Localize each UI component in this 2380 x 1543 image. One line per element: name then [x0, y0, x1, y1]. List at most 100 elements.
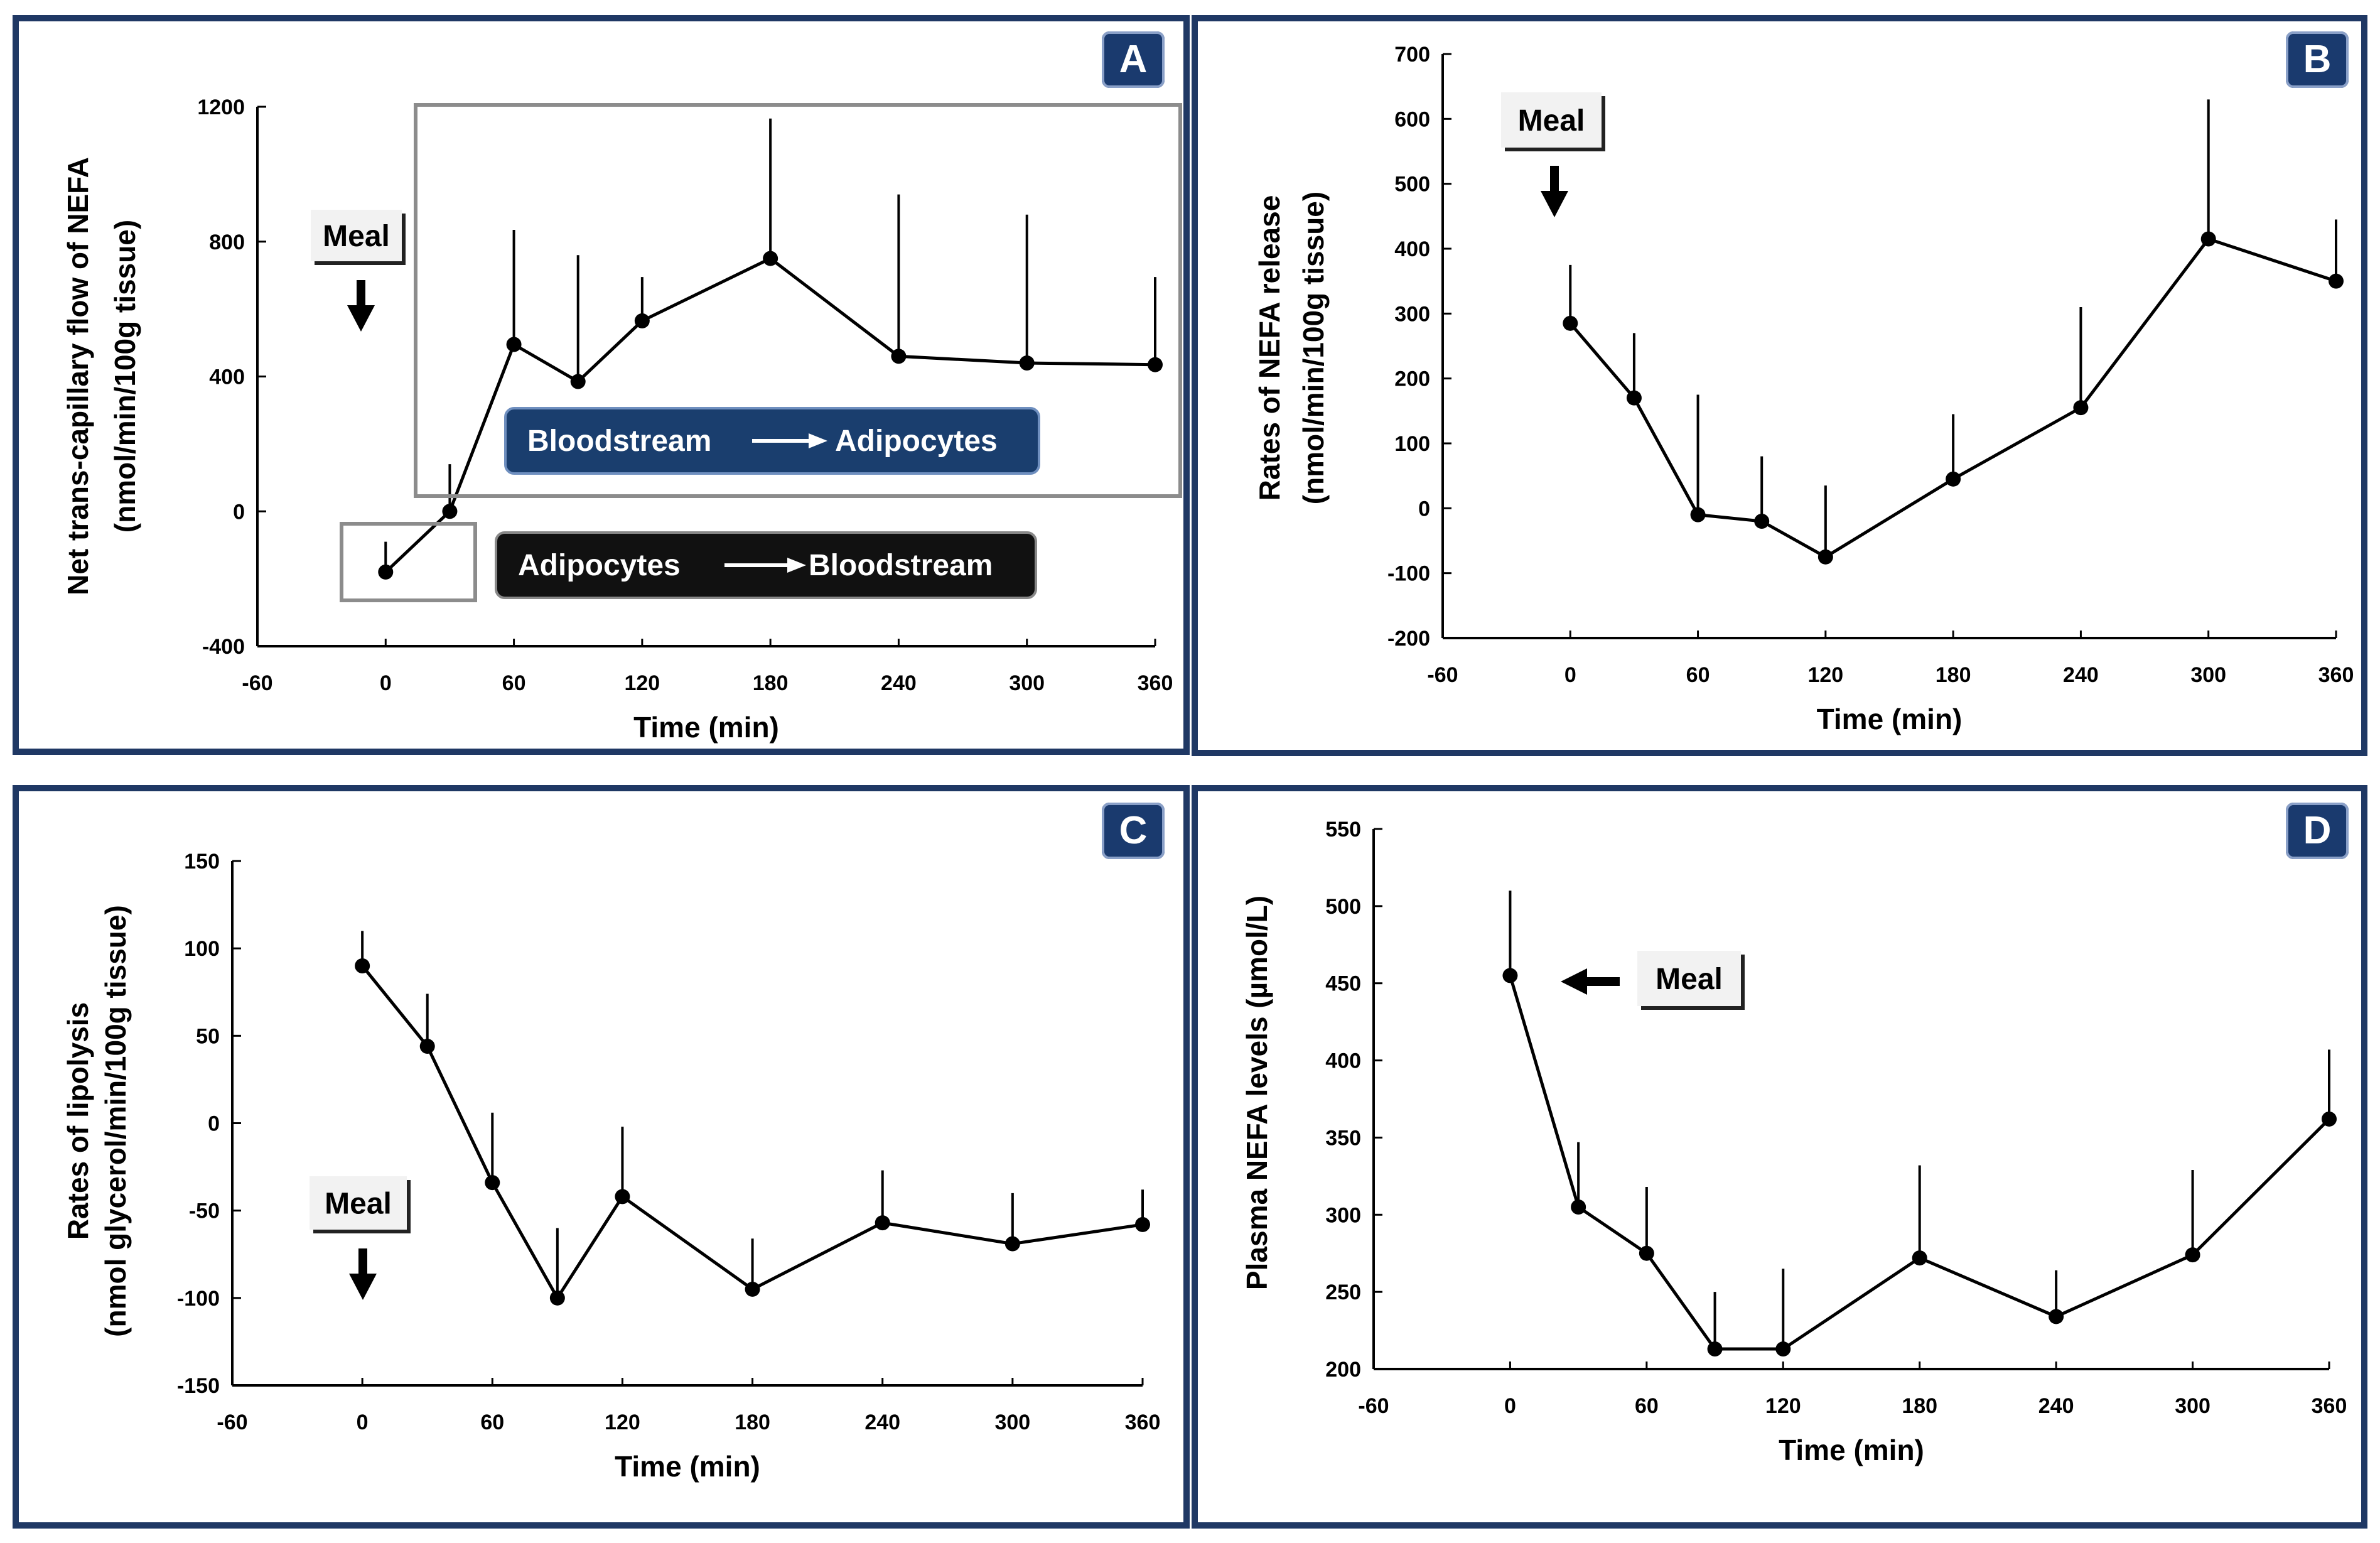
- arrow-down-icon: [349, 1274, 377, 1300]
- x-tick-label-a: 180: [753, 671, 789, 695]
- y-tick-label-b: 700: [1394, 43, 1430, 67]
- y-tick-label-c: -50: [189, 1199, 220, 1223]
- panel-a: -60 0 60 120 180 240 300 360 -400 0 400 800 1200 Time…: [13, 15, 1190, 755]
- y-tick-label-d: 300: [1325, 1203, 1361, 1227]
- panel-label-b: B: [2286, 31, 2349, 88]
- meal-box-a: [311, 210, 402, 261]
- y-axis-title-c: Rates of lipolysis: [62, 1002, 94, 1240]
- meal-label-d: Meal: [1656, 963, 1723, 996]
- data-point-b: [2073, 400, 2089, 416]
- flow-out-of-adipocytes: Adipocytes Bloodstream: [495, 531, 1037, 599]
- y-tick-label-a: 1200: [197, 95, 245, 119]
- chart-d: -60 0 60 120 180 240 300 360 200 250 300 350 400 450 5…: [1241, 818, 2347, 1466]
- x-axis-title-b: Time (min): [1817, 703, 1963, 735]
- flow-into-from: Bloodstream: [527, 425, 711, 458]
- chart-b: -60 0 60 120 180 240 300 360 -200 -100 0 100 200 300 4…: [1253, 43, 2354, 735]
- y-tick-label-b: -200: [1387, 627, 1430, 651]
- meal-annotation-c: Meal: [310, 1176, 411, 1233]
- y-tick-label-a: 800: [209, 230, 245, 254]
- data-point-d: [1775, 1341, 1791, 1357]
- arrow-down-icon: [1541, 191, 1568, 217]
- data-point-a: [1019, 355, 1035, 371]
- flow-into-adipocytes: Bloodstream Adipocytes: [504, 407, 1040, 475]
- y-tick-label-d: 350: [1325, 1126, 1361, 1150]
- flow-out-region: [340, 522, 477, 602]
- panel-label-d: D: [2286, 803, 2349, 859]
- x-tick-label-c: 60: [480, 1410, 504, 1434]
- y-tick-label-d: 250: [1325, 1280, 1361, 1304]
- data-point-b: [1563, 315, 1578, 331]
- x-tick-label-d: 60: [1635, 1394, 1659, 1418]
- y-tick-label-a: -400: [202, 635, 245, 659]
- x-tick-label-c: 120: [605, 1410, 640, 1434]
- data-point-a: [442, 504, 458, 519]
- data-point-c: [1004, 1236, 1020, 1252]
- y-axis-title-a: (nmol/min/100g tissue): [109, 220, 141, 533]
- data-point-c: [549, 1290, 565, 1306]
- x-tick-label-c: -60: [217, 1410, 247, 1434]
- y-axis-title-c: (nmol glycerol/min/100g tissue): [99, 905, 132, 1337]
- flow-into-to: Adipocytes: [835, 425, 998, 458]
- data-point-b: [1626, 390, 1642, 406]
- data-point-a: [506, 337, 522, 352]
- meal-annotation-a: Meal: [311, 210, 406, 265]
- x-tick-label-b: -60: [1427, 663, 1458, 687]
- y-tick-label-b: 400: [1394, 237, 1430, 261]
- series-line-b: [1569, 237, 2337, 559]
- y-tick-label-b: 300: [1394, 302, 1430, 326]
- x-tick-label-b: 360: [2318, 663, 2354, 687]
- x-tick-label-b: 180: [1936, 663, 1971, 687]
- data-point-b: [2329, 273, 2344, 289]
- x-tick-label-a: 0: [380, 671, 392, 695]
- x-tick-label-c: 300: [994, 1410, 1030, 1434]
- meal-box-c: [310, 1176, 407, 1230]
- x-tick-label-b: 120: [1807, 663, 1843, 687]
- data-point-c: [485, 1175, 500, 1191]
- meal-label-a: Meal: [323, 220, 390, 253]
- x-tick-label-a: -60: [242, 671, 272, 695]
- arrow-down-icon: [347, 305, 375, 332]
- x-tick-label-b: 300: [2190, 663, 2226, 687]
- x-tick-label-d: 0: [1504, 1394, 1516, 1418]
- data-point-d: [2322, 1111, 2337, 1127]
- data-point-c: [745, 1281, 760, 1297]
- data-point-c: [1135, 1216, 1150, 1232]
- data-point-d: [2049, 1309, 2064, 1324]
- data-point-a: [634, 313, 650, 328]
- panel-c: -60 0 60 120 180 240 300 360 -150 -100 -50 0 50 100 15…: [13, 785, 1190, 1529]
- data-point-b: [1754, 514, 1770, 529]
- x-tick-label-d: 120: [1765, 1394, 1801, 1418]
- data-point-b: [1817, 549, 1833, 565]
- y-tick-label-d: 550: [1325, 818, 1361, 842]
- x-tick-label-a: 240: [881, 671, 917, 695]
- data-point-a: [570, 374, 586, 389]
- x-tick-label-d: 240: [2038, 1394, 2074, 1418]
- y-tick-label-b: 500: [1394, 173, 1430, 197]
- chart-c: -60 0 60 120 180 240 300 360 -150 -100 -50 0 50 100 15…: [62, 850, 1160, 1483]
- y-tick-label-c: 150: [184, 850, 220, 874]
- x-tick-label-b: 60: [1686, 663, 1710, 687]
- x-axis-title-d: Time (min): [1779, 1434, 1924, 1466]
- x-axis-title-c: Time (min): [615, 1450, 760, 1483]
- x-tick-label-a: 60: [502, 671, 526, 695]
- x-tick-label-d: 300: [2175, 1394, 2210, 1418]
- y-tick-label-c: -100: [177, 1287, 220, 1311]
- x-tick-label-d: 360: [2312, 1394, 2347, 1418]
- data-point-d: [1639, 1245, 1654, 1261]
- y-tick-label-b: 0: [1418, 497, 1430, 521]
- y-axis-title-b: Rates of NEFA release: [1253, 195, 1286, 501]
- meal-annotation-d: Meal: [1637, 951, 1745, 1010]
- y-tick-label-b: 600: [1394, 107, 1430, 131]
- y-tick-label-c: -150: [177, 1374, 220, 1398]
- x-tick-label-c: 0: [357, 1410, 369, 1434]
- data-point-c: [615, 1189, 630, 1205]
- meal-box-b: [1501, 92, 1602, 148]
- x-tick-label-a: 300: [1009, 671, 1045, 695]
- data-point-a: [1148, 357, 1163, 372]
- y-tick-label-b: 200: [1394, 367, 1430, 391]
- y-tick-label-b: 100: [1394, 432, 1430, 456]
- y-tick-label-d: 400: [1325, 1049, 1361, 1073]
- y-tick-label-d: 450: [1325, 972, 1361, 996]
- meal-arrow-b: [1550, 166, 1559, 193]
- panel-b: -60 0 60 120 180 240 300 360 -200 -100 0 100 200 300 4…: [1192, 15, 2367, 756]
